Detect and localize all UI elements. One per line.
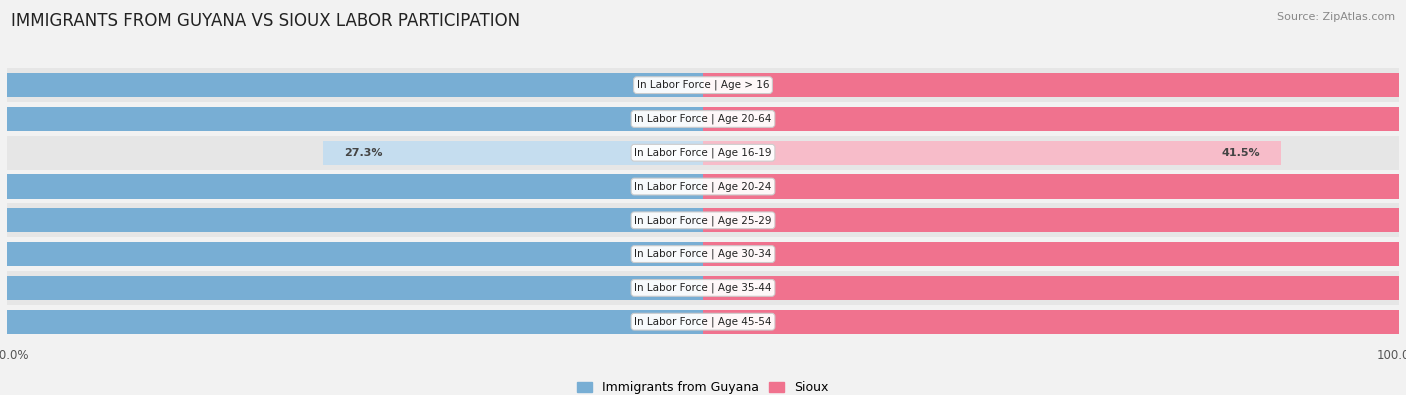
Bar bbox=[703, 208, 1406, 233]
Text: In Labor Force | Age 20-24: In Labor Force | Age 20-24 bbox=[634, 181, 772, 192]
Bar bbox=[0, 305, 1399, 339]
Bar bbox=[0, 276, 703, 300]
Bar bbox=[703, 310, 1406, 334]
Text: In Labor Force | Age > 16: In Labor Force | Age > 16 bbox=[637, 80, 769, 90]
Legend: Immigrants from Guyana, Sioux: Immigrants from Guyana, Sioux bbox=[572, 376, 834, 395]
Bar bbox=[0, 169, 1399, 203]
Bar bbox=[703, 107, 1406, 131]
Bar bbox=[703, 242, 1406, 266]
Bar bbox=[0, 136, 1399, 169]
Text: IMMIGRANTS FROM GUYANA VS SIOUX LABOR PARTICIPATION: IMMIGRANTS FROM GUYANA VS SIOUX LABOR PA… bbox=[11, 12, 520, 30]
Text: In Labor Force | Age 35-44: In Labor Force | Age 35-44 bbox=[634, 283, 772, 293]
Bar bbox=[0, 237, 1399, 271]
Text: 41.5%: 41.5% bbox=[1222, 148, 1260, 158]
Bar bbox=[703, 174, 1406, 199]
Bar bbox=[703, 276, 1406, 300]
Bar bbox=[0, 203, 1399, 237]
Bar bbox=[0, 310, 703, 334]
Bar bbox=[703, 141, 1281, 165]
Bar bbox=[0, 73, 703, 97]
Text: In Labor Force | Age 16-19: In Labor Force | Age 16-19 bbox=[634, 147, 772, 158]
Text: In Labor Force | Age 20-64: In Labor Force | Age 20-64 bbox=[634, 114, 772, 124]
Bar bbox=[0, 102, 1399, 136]
Bar bbox=[703, 73, 1406, 97]
Text: 27.3%: 27.3% bbox=[344, 148, 382, 158]
Text: In Labor Force | Age 25-29: In Labor Force | Age 25-29 bbox=[634, 215, 772, 226]
Text: Source: ZipAtlas.com: Source: ZipAtlas.com bbox=[1277, 12, 1395, 22]
Bar bbox=[0, 174, 703, 199]
Text: In Labor Force | Age 30-34: In Labor Force | Age 30-34 bbox=[634, 249, 772, 260]
Bar bbox=[0, 242, 703, 266]
Text: In Labor Force | Age 45-54: In Labor Force | Age 45-54 bbox=[634, 316, 772, 327]
Bar bbox=[0, 208, 703, 233]
Bar bbox=[0, 107, 703, 131]
Bar bbox=[0, 271, 1399, 305]
Bar bbox=[0, 68, 1399, 102]
Bar bbox=[323, 141, 703, 165]
